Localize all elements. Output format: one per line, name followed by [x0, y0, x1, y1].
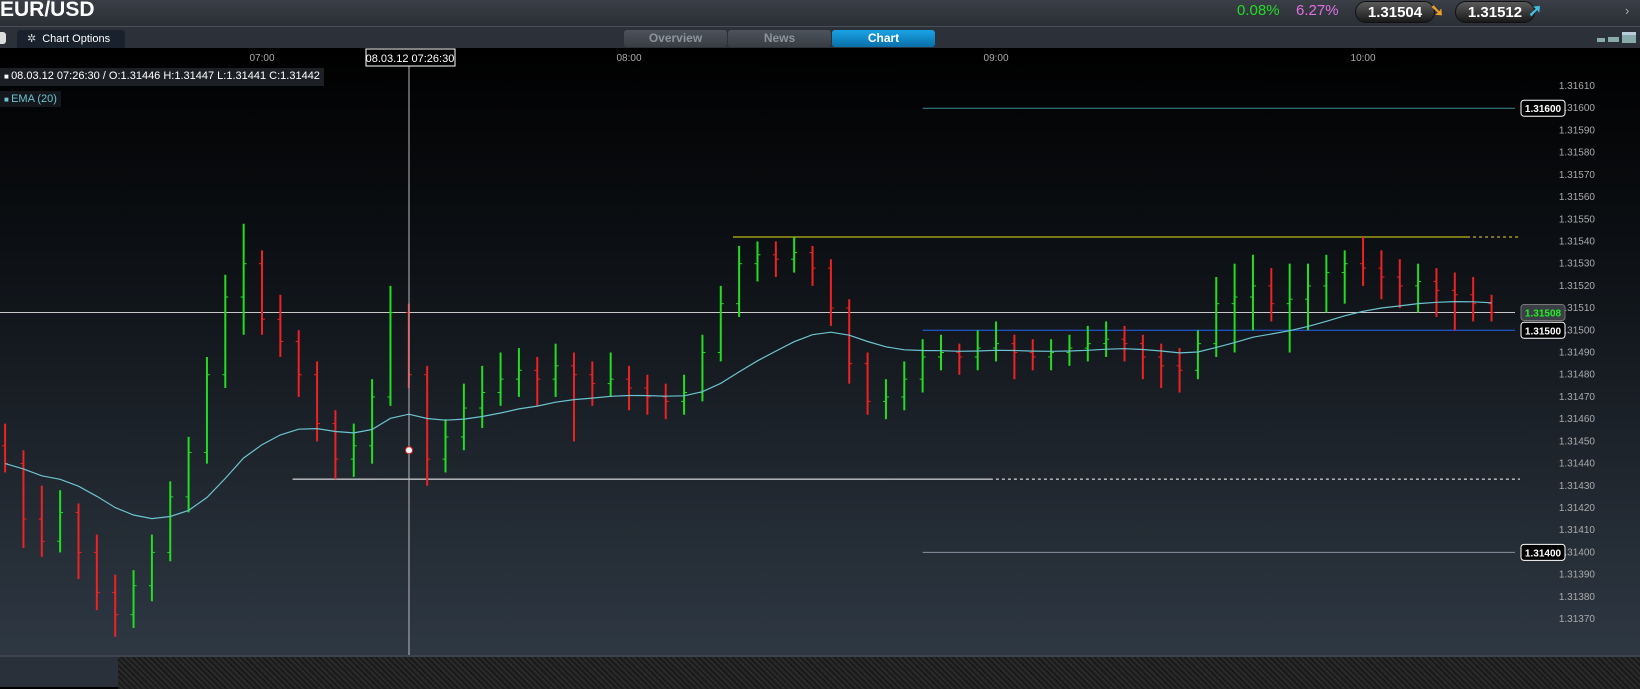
tab-overview[interactable]: Overview — [624, 30, 727, 47]
y-tick-label: 1.31490 — [1559, 348, 1596, 359]
y-tick-label: 1.31460 — [1559, 414, 1596, 425]
y-tick-label: 1.31470 — [1559, 392, 1596, 403]
instrument-title: EUR/USD — [0, 0, 95, 21]
y-tick-label: 1.31550 — [1559, 214, 1596, 225]
price-label-box — [1520, 321, 1566, 339]
chevron-right-icon[interactable]: › — [1625, 3, 1630, 18]
y-tick-label: 1.31500 — [1559, 325, 1596, 336]
crosshair-time-box — [365, 48, 456, 67]
chart-canvas[interactable]: 07:00 08:00 09:00 10:00 1.31610 1.31600 1.3159… — [0, 48, 1640, 655]
crosshair-point — [405, 446, 413, 455]
ema-legend[interactable]: ■ EMA (20) — [0, 91, 61, 107]
y-tick-label: 1.31580 — [1559, 148, 1596, 159]
ohlc-legend: ■ 08.03.12 07:26:30 / O:1.31446 H:1.3144… — [0, 68, 324, 86]
x-tick-label: 09:00 — [984, 53, 1009, 64]
price-label: 1.31508 — [1525, 309, 1562, 320]
y-tick-label: 1.31370 — [1559, 614, 1596, 625]
navigator-scrollbar[interactable] — [118, 657, 1640, 689]
layout-medium-icon[interactable] — [1608, 37, 1619, 42]
x-tick-label: 08:00 — [617, 53, 642, 64]
layout-small-icon[interactable] — [1597, 38, 1605, 42]
price-label: 1.31600 — [1525, 104, 1562, 115]
range-percent: 6.27% — [1296, 2, 1339, 19]
y-tick-label: 1.31430 — [1559, 481, 1596, 492]
x-tick-label: 10:00 — [1351, 53, 1376, 64]
y-tick-label: 1.31410 — [1559, 525, 1596, 536]
y-tick-label: 1.31440 — [1559, 459, 1596, 470]
price-chart[interactable]: 07:00 08:00 09:00 10:00 1.31610 1.31600 1.3159… — [0, 48, 1640, 655]
sell-price-button[interactable]: 1.31504 — [1355, 1, 1435, 23]
y-tick-label: 1.31380 — [1559, 592, 1596, 603]
tab-news[interactable]: News — [728, 30, 831, 47]
gear-icon: ✲ — [27, 33, 37, 45]
y-tick-label: 1.31420 — [1559, 503, 1596, 514]
y-tick-label: 1.31590 — [1559, 125, 1596, 136]
up-arrow-icon: ➚ — [1528, 1, 1543, 20]
tab-chart[interactable]: Chart — [832, 30, 935, 47]
y-tick-label: 1.31400 — [1559, 547, 1596, 558]
y-tick-label: 1.31560 — [1559, 192, 1596, 203]
y-tick-label: 1.31600 — [1559, 103, 1596, 114]
chart-options-button[interactable]: ✲ Chart Options — [17, 30, 125, 48]
x-tick-label: 07:00 — [249, 53, 274, 64]
price-label-box — [1520, 99, 1566, 117]
y-tick-label: 1.31510 — [1559, 303, 1596, 314]
price-label: 1.31400 — [1525, 548, 1562, 559]
y-tick-label: 1.31390 — [1559, 570, 1596, 581]
ema-line — [4, 300, 1492, 520]
change-percent: 0.08% — [1237, 2, 1280, 19]
y-tick-label: 1.31570 — [1559, 170, 1596, 181]
y-tick-label: 1.31540 — [1559, 236, 1596, 247]
chart-options-label: Chart Options — [42, 33, 111, 45]
chart-toolbar: ✲ Chart Options Overview News Chart — [0, 27, 1640, 48]
header: EUR/USD 0.08% 6.27% 1.31504 ➘ 1.31512 ➚ … — [0, 0, 1640, 27]
ema-label: EMA (20) — [11, 93, 57, 105]
price-label: 1.31500 — [1525, 326, 1562, 337]
price-label-box — [1520, 304, 1566, 322]
y-tick-label: 1.31610 — [1559, 81, 1596, 92]
y-tick-label: 1.31520 — [1559, 281, 1596, 292]
layout-large-icon[interactable] — [1622, 32, 1636, 43]
y-tick-label: 1.31450 — [1559, 436, 1596, 447]
crosshair-time-label: 08.03.12 07:26:30 — [366, 53, 455, 65]
price-label-box — [1520, 543, 1566, 561]
collapse-handle[interactable] — [0, 32, 6, 44]
y-tick-label: 1.31530 — [1559, 259, 1596, 270]
bottom-navigator — [0, 655, 1640, 689]
down-arrow-icon: ➘ — [1430, 1, 1445, 20]
ohlc-values: 08.03.12 07:26:30 / O:1.31446 H:1.31447 … — [11, 70, 320, 82]
buy-price-button[interactable]: 1.31512 — [1455, 1, 1535, 23]
y-tick-label: 1.31480 — [1559, 370, 1596, 381]
